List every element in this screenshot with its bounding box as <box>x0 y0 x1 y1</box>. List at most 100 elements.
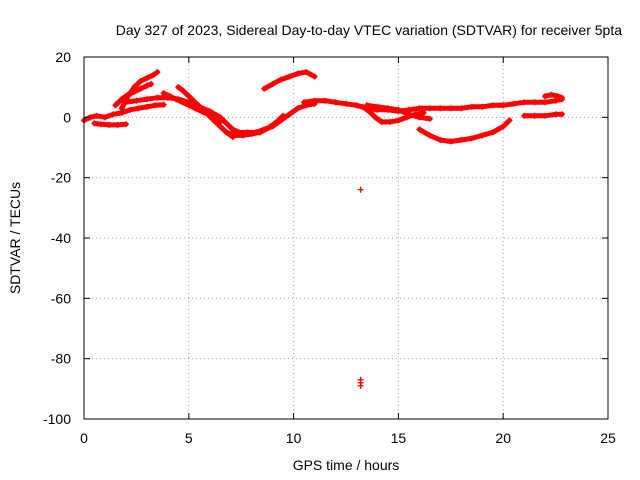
data-point-marker <box>257 129 264 136</box>
data-point-marker <box>143 75 150 82</box>
data-point-marker <box>166 93 173 100</box>
data-series-track-m <box>416 117 512 144</box>
data-point-marker <box>192 99 199 106</box>
data-point-marker <box>185 93 192 100</box>
data-point-marker <box>173 96 180 103</box>
data-point-marker <box>223 120 230 127</box>
data-point-marker <box>366 108 373 115</box>
y-tick-label: -100 <box>43 411 71 427</box>
data-point-marker <box>150 72 157 79</box>
grid-lines <box>84 57 608 419</box>
data-point-marker <box>332 99 339 106</box>
data-point-marker <box>458 105 465 112</box>
data-point-marker <box>420 109 427 116</box>
data-point-marker <box>269 81 276 88</box>
data-point-marker <box>154 94 161 101</box>
data-point-marker <box>286 73 293 80</box>
data-point-marker <box>303 69 310 76</box>
x-tick-label: 25 <box>600 430 616 446</box>
data-point-marker <box>229 126 236 133</box>
data-point-marker <box>311 97 318 104</box>
data-point-marker <box>359 103 366 110</box>
data-point-marker <box>143 82 150 89</box>
data-point-marker <box>278 76 285 83</box>
y-tick-label: -80 <box>51 351 71 367</box>
x-tick-label: 15 <box>391 430 407 446</box>
y-tick-label: -40 <box>51 230 71 246</box>
data-point-marker <box>378 118 385 125</box>
plot-frame <box>83 56 609 420</box>
axis-ticks: 0 5 10 15 20 25 -100 -80 -60 -40 -20 0 20 <box>43 49 616 446</box>
data-points <box>81 69 565 389</box>
y-axis-label: SDTVAR / TECUs <box>7 182 23 294</box>
data-point-marker <box>152 102 159 109</box>
data-point-marker <box>416 105 423 112</box>
data-point-marker <box>210 114 217 121</box>
data-point-marker <box>353 102 360 109</box>
data-point-marker <box>554 93 561 100</box>
data-point-marker <box>118 105 125 112</box>
data-point-marker <box>322 97 329 104</box>
data-point-marker <box>179 87 186 94</box>
data-point-marker <box>265 124 272 131</box>
data-point-marker <box>118 96 125 103</box>
data-point-marker <box>552 97 559 104</box>
data-point-marker <box>185 102 192 109</box>
data-point-marker <box>122 99 129 106</box>
x-axis-label: GPS time / hours <box>293 457 400 473</box>
data-point-marker <box>179 99 186 106</box>
data-point-marker <box>143 103 150 110</box>
data-point-marker <box>280 112 287 119</box>
data-point-marker <box>110 111 117 118</box>
data-point-marker <box>160 90 167 97</box>
data-point-marker <box>542 93 549 100</box>
data-point-marker <box>217 118 224 125</box>
data-point-marker <box>97 121 104 128</box>
data-point-marker <box>531 99 538 106</box>
data-point-marker <box>395 106 402 113</box>
data-point-marker <box>125 91 132 98</box>
data-point-marker <box>416 114 423 121</box>
data-point-marker <box>198 108 205 115</box>
data-point-marker <box>479 103 486 110</box>
data-point-marker <box>240 132 247 139</box>
data-point-marker <box>112 102 119 109</box>
data-point-marker <box>506 117 513 124</box>
data-point-marker <box>273 118 280 125</box>
data-point-marker <box>372 114 379 121</box>
data-point-marker <box>133 97 140 104</box>
data-point-marker <box>231 132 238 139</box>
data-point-marker <box>294 105 301 112</box>
data-point-marker <box>521 112 528 119</box>
data-series-track-o <box>542 92 565 101</box>
data-point-marker <box>374 103 381 110</box>
data-point-marker <box>127 106 134 113</box>
data-point-marker <box>558 94 565 101</box>
y-tick-label: -60 <box>51 290 71 306</box>
data-point-marker <box>447 105 454 112</box>
chart-title: Day 327 of 2023, Sidereal Day-to-day VTE… <box>116 22 623 38</box>
data-point-marker <box>301 99 308 106</box>
data-point-marker <box>114 121 121 128</box>
data-point-marker <box>363 102 370 109</box>
data-point-marker <box>248 130 255 137</box>
y-tick-label: 20 <box>55 49 71 65</box>
data-point-marker <box>468 103 475 110</box>
x-tick-label: 20 <box>495 430 511 446</box>
data-series-track-g <box>161 90 223 125</box>
x-tick-label: 0 <box>80 430 88 446</box>
data-point-marker <box>357 186 364 193</box>
data-point-marker <box>489 129 496 136</box>
data-point-marker <box>416 126 423 133</box>
data-point-marker <box>531 112 538 119</box>
data-point-marker <box>137 78 144 85</box>
data-point-marker <box>558 111 565 118</box>
data-point-marker <box>437 105 444 112</box>
data-point-marker <box>468 135 475 142</box>
data-point-marker <box>311 73 318 80</box>
data-point-marker <box>500 102 507 109</box>
data-point-marker <box>148 81 155 88</box>
data-point-marker <box>510 100 517 107</box>
data-point-marker <box>447 138 454 145</box>
